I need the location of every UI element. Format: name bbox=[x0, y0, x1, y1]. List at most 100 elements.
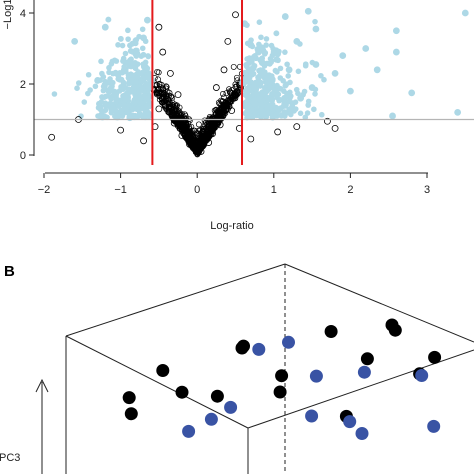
volcano-significant-cloud-point bbox=[284, 61, 290, 68]
volcano-significant-cloud-point bbox=[92, 83, 99, 90]
volcano-background-point bbox=[180, 128, 187, 135]
volcano-background-point bbox=[182, 112, 189, 119]
volcano-background-point bbox=[199, 128, 206, 135]
volcano-background-point bbox=[176, 121, 183, 127]
pca-point-group-2 bbox=[309, 369, 323, 383]
volcano-significant-cloud-point bbox=[104, 114, 110, 121]
pca-3d-plot: B PC3 bbox=[0, 263, 474, 474]
volcano-background-point bbox=[163, 93, 170, 100]
volcano-significant-cloud-point bbox=[98, 58, 104, 65]
volcano-significant-cloud-point bbox=[268, 59, 274, 66]
volcano-significant-cloud-point bbox=[295, 68, 302, 75]
volcano-background-point bbox=[156, 93, 163, 99]
volcano-significant-cloud-point bbox=[125, 27, 131, 34]
x-tick-label: −2 bbox=[38, 184, 51, 196]
volcano-point bbox=[124, 59, 132, 67]
volcano-point bbox=[251, 109, 259, 116]
volcano-background-point bbox=[232, 91, 239, 98]
volcano-significant-cloud-point bbox=[99, 70, 105, 77]
volcano-significant-cloud-point bbox=[285, 73, 292, 79]
volcano-point bbox=[94, 77, 102, 84]
volcano-significant-cloud-point bbox=[268, 42, 275, 49]
volcano-significant-cloud-point bbox=[108, 109, 115, 116]
volcano-significant-cloud-point bbox=[139, 45, 146, 52]
volcano-significant-cloud-point bbox=[122, 50, 129, 57]
pca-point-group-1 bbox=[210, 389, 224, 403]
volcano-background-point bbox=[167, 103, 174, 110]
volcano-point bbox=[232, 11, 239, 19]
volcano-point bbox=[258, 59, 266, 67]
volcano-significant-cloud-point bbox=[136, 70, 143, 77]
volcano-significant-cloud-point bbox=[255, 96, 262, 103]
volcano-significant-cloud-point bbox=[75, 80, 82, 86]
x-tick-label: −1 bbox=[114, 184, 127, 196]
volcano-significant-cloud-point bbox=[101, 94, 107, 101]
volcano-significant-cloud-point bbox=[258, 70, 265, 77]
pca-point-group-2 bbox=[355, 427, 369, 440]
volcano-significant-cloud-point bbox=[120, 81, 127, 87]
volcano-point bbox=[262, 87, 270, 95]
pca-point-group-1 bbox=[385, 318, 399, 332]
volcano-point bbox=[392, 48, 400, 56]
volcano-significant-cloud-point bbox=[257, 107, 264, 114]
volcano-background-point bbox=[217, 107, 224, 114]
volcano-axes bbox=[33, 0, 428, 174]
volcano-significant-cloud-point bbox=[111, 57, 118, 64]
pca-point-group-1 bbox=[237, 339, 250, 353]
volcano-point bbox=[297, 94, 305, 102]
volcano-significant-cloud-point bbox=[274, 82, 280, 89]
volcano-background-point bbox=[105, 16, 112, 23]
volcano-significant-cloud-point bbox=[311, 106, 317, 113]
volcano-background-point bbox=[209, 117, 216, 124]
y-axis-title: −Log1 bbox=[2, 0, 14, 29]
volcano-background-point bbox=[195, 130, 202, 137]
volcano-background-point bbox=[173, 112, 180, 119]
volcano-background-point bbox=[230, 63, 237, 70]
volcano-points bbox=[48, 7, 469, 158]
pca-point-group-2 bbox=[343, 415, 357, 429]
volcano-background-point bbox=[223, 90, 230, 97]
volcano-significant-cloud-point bbox=[143, 95, 150, 102]
volcano-significant-cloud-point bbox=[95, 104, 102, 111]
volcano-point bbox=[331, 124, 339, 132]
volcano-point bbox=[274, 50, 282, 58]
pca-point-group-2 bbox=[224, 400, 238, 414]
volcano-significant-cloud-point bbox=[251, 81, 257, 87]
box-edge-top-right bbox=[284, 263, 474, 343]
volcano-significant-cloud-point bbox=[138, 78, 144, 84]
volcano-background-point bbox=[200, 142, 207, 149]
volcano-significant-cloud-point bbox=[78, 113, 84, 119]
volcano-significant-cloud-point bbox=[120, 93, 126, 99]
volcano-point bbox=[255, 48, 262, 56]
volcano-background-point bbox=[220, 94, 227, 101]
pca-point-group-2 bbox=[305, 409, 319, 423]
volcano-point bbox=[186, 140, 193, 148]
volcano-background-point bbox=[180, 124, 187, 131]
volcano-point bbox=[155, 23, 163, 31]
volcano-significant-cloud-point bbox=[272, 67, 279, 74]
volcano-point bbox=[274, 128, 282, 136]
volcano-significant-cloud-point bbox=[115, 73, 122, 79]
volcano-point bbox=[113, 96, 121, 104]
volcano-point bbox=[212, 84, 220, 91]
volcano-significant-cloud-point bbox=[97, 114, 104, 120]
volcano-background-point bbox=[176, 104, 183, 111]
volcano-significant-cloud-point bbox=[252, 86, 259, 93]
volcano-significant-cloud-point bbox=[85, 90, 91, 97]
volcano-significant-cloud-point bbox=[264, 110, 271, 116]
cutoff-lines bbox=[34, 0, 474, 165]
volcano-point bbox=[308, 84, 316, 91]
volcano-significant-cloud-point bbox=[249, 59, 255, 65]
volcano-background-point bbox=[166, 92, 173, 99]
volcano-point bbox=[105, 87, 113, 95]
volcano-significant-cloud-point bbox=[116, 103, 122, 110]
volcano-background-point bbox=[220, 90, 226, 97]
pca-point-group-1 bbox=[360, 352, 374, 366]
volcano-point bbox=[312, 61, 320, 68]
volcano-significant-cloud-point bbox=[102, 78, 109, 85]
volcano-significant-cloud-point bbox=[115, 42, 121, 48]
volcano-significant-cloud-point bbox=[302, 114, 309, 121]
volcano-point bbox=[266, 103, 274, 111]
volcano-significant-cloud-point bbox=[256, 41, 262, 48]
